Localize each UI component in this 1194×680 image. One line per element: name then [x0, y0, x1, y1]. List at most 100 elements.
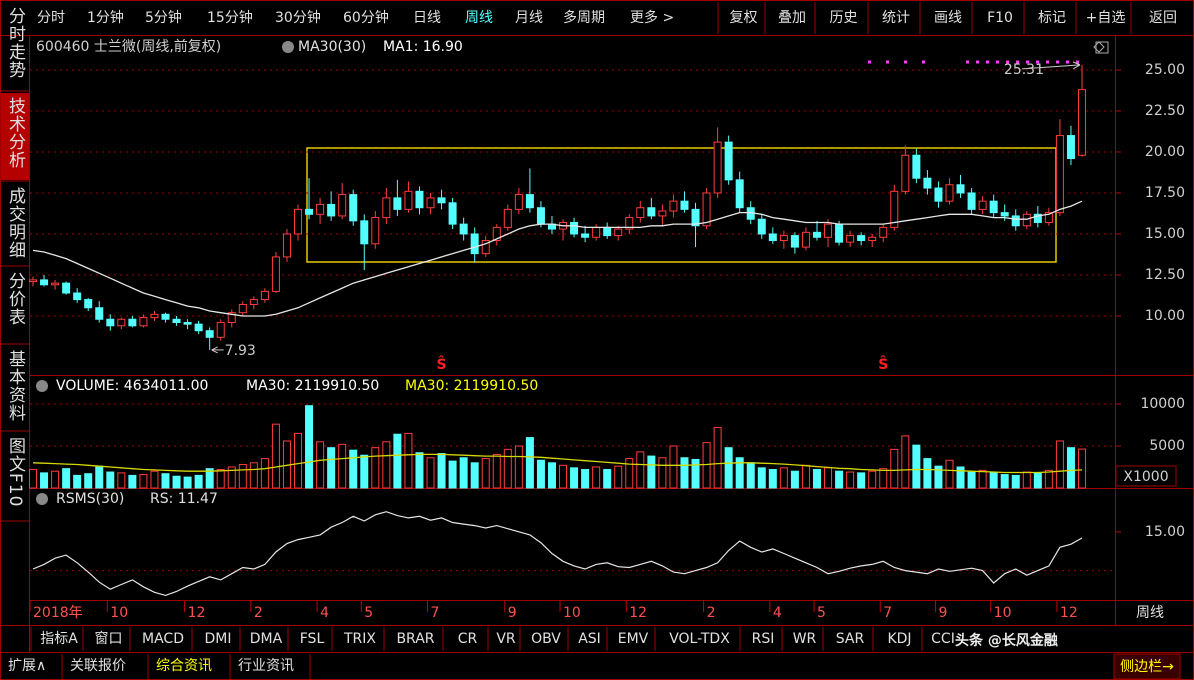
x-tick-label: 12 — [188, 605, 206, 621]
indicator-tab[interactable]: SAR — [836, 631, 865, 647]
bottom-tab[interactable]: 行业资讯 — [238, 658, 294, 674]
volume-header: MA30: 2119910.50 — [405, 378, 538, 394]
x-tick-label: 12 — [1060, 605, 1078, 621]
sidebar-tab[interactable]: 成交明细 — [5, 187, 26, 259]
indicator-tab[interactable]: CCI — [931, 631, 955, 647]
volume-bar — [735, 457, 744, 489]
candle-body — [658, 210, 667, 217]
candle-body — [1000, 212, 1009, 217]
toolbar-button[interactable]: 叠加 — [778, 10, 806, 26]
volume-bar — [801, 464, 810, 489]
toolbar-button[interactable]: 画线 — [934, 10, 962, 26]
volume-bar — [768, 469, 777, 489]
candle-body — [812, 231, 821, 238]
volume-bar — [371, 447, 380, 489]
indicator-icon[interactable] — [36, 493, 48, 505]
volume-bar — [249, 462, 258, 489]
indicator-tab[interactable]: MACD — [142, 631, 184, 647]
y-tick-label: 17.50 — [1145, 185, 1185, 201]
candle-body — [227, 312, 236, 324]
indicator-tab[interactable]: RSI — [752, 631, 775, 647]
volume-bar — [161, 473, 170, 489]
volume-bar — [536, 459, 545, 489]
indicator-tab[interactable]: DMA — [250, 631, 283, 647]
volume-bar — [669, 445, 678, 489]
candle-body — [625, 217, 634, 230]
toolbar-tab[interactable]: 30分钟 — [275, 9, 321, 26]
candle-body — [360, 220, 369, 245]
y-tick-label: 12.50 — [1145, 267, 1185, 283]
volume-bar — [934, 465, 943, 489]
candle-body — [183, 322, 192, 325]
window-icon[interactable] — [1095, 41, 1109, 54]
candle-body — [194, 323, 203, 332]
volume-bar — [437, 453, 446, 489]
candle-body — [62, 282, 71, 294]
y-tick-label: 5000 — [1149, 438, 1185, 454]
candle-body — [128, 318, 137, 327]
sidebar-tab[interactable]: 分时走势 — [5, 7, 26, 79]
indicator-icon[interactable] — [36, 380, 48, 392]
candle-body — [161, 313, 170, 320]
indicator-tab[interactable]: EMV — [618, 631, 649, 647]
indicator-tab[interactable]: VOL-TDX — [669, 631, 730, 647]
bottom-tab[interactable]: 扩展∧ — [8, 658, 46, 674]
candle-body — [1044, 212, 1053, 223]
sidebar-toggle[interactable]: 侧边栏→ — [1120, 659, 1174, 675]
indicator-tab[interactable]: KDJ — [887, 631, 911, 647]
toolbar-button[interactable]: 复权 — [730, 9, 758, 26]
unit-label: X1000 — [1123, 469, 1168, 485]
toolbar-tab[interactable]: 1分钟 — [87, 9, 124, 26]
toolbar-tab[interactable]: 多周期 — [563, 9, 605, 26]
candle-body — [824, 223, 833, 238]
toolbar-tab[interactable]: 分时 — [37, 10, 65, 26]
volume-bar — [316, 441, 325, 489]
bottom-tab[interactable]: 综合资讯 — [156, 658, 212, 674]
candle-body — [835, 223, 844, 243]
toolbar-button[interactable]: 标记 — [1038, 10, 1066, 26]
indicator-tab[interactable]: 指标A — [40, 631, 78, 647]
indicator-tab[interactable]: ASI — [578, 631, 601, 647]
x-tick-label: 5 — [817, 605, 826, 621]
sidebar-tab[interactable]: 分价表 — [5, 272, 26, 326]
candle-body — [967, 192, 976, 210]
indicator-tab[interactable]: TRIX — [343, 631, 376, 647]
toolbar-tab[interactable]: 周线 — [465, 10, 493, 26]
rs-header: RS: 11.47 — [150, 491, 218, 507]
indicator-tab[interactable]: OBV — [531, 631, 561, 647]
bottom-tab[interactable]: 关联报价 — [70, 658, 126, 674]
indicator-tab[interactable]: FSL — [300, 631, 325, 647]
indicator-icon[interactable] — [282, 41, 294, 53]
toolbar-button[interactable]: F10 — [987, 10, 1013, 26]
indicator-tab[interactable]: 窗口 — [95, 630, 123, 647]
toolbar-tab[interactable]: 日线 — [413, 10, 441, 26]
indicator-tab[interactable]: WR — [793, 631, 817, 647]
candle-body — [525, 194, 534, 209]
candle-body — [934, 187, 943, 202]
sidebar-tab[interactable]: 基本资料 — [5, 350, 26, 422]
toolbar-button[interactable]: +自选 — [1086, 10, 1126, 26]
volume-bar — [824, 467, 833, 489]
sidebar-tab[interactable]: 图文F10 — [5, 437, 26, 507]
toolbar-button[interactable]: 历史 — [830, 10, 858, 26]
volume-bar — [592, 466, 601, 489]
candle-body — [779, 235, 788, 242]
volume-bar — [73, 474, 82, 489]
toolbar-tab[interactable]: 更多 > — [630, 9, 674, 26]
indicator-tab[interactable]: BRAR — [396, 631, 434, 647]
toolbar-tab[interactable]: 15分钟 — [207, 9, 253, 26]
toolbar-tab[interactable]: 60分钟 — [343, 9, 389, 26]
volume-bar — [327, 447, 336, 489]
toolbar-button[interactable]: 统计 — [882, 10, 910, 26]
sidebar-tab[interactable]: 技术分析 — [5, 97, 26, 169]
volume-bar — [989, 472, 998, 489]
candle-body — [581, 233, 590, 238]
indicator-tab[interactable]: CR — [458, 631, 478, 647]
indicator-tab[interactable]: DMI — [205, 631, 232, 647]
candle-body — [768, 233, 777, 242]
indicator-tab[interactable]: VR — [496, 631, 516, 647]
toolbar-tab[interactable]: 5分钟 — [145, 9, 182, 26]
toolbar-button[interactable]: 返回 — [1149, 10, 1177, 26]
period-label: 周线 — [1136, 605, 1164, 621]
toolbar-tab[interactable]: 月线 — [515, 10, 543, 26]
